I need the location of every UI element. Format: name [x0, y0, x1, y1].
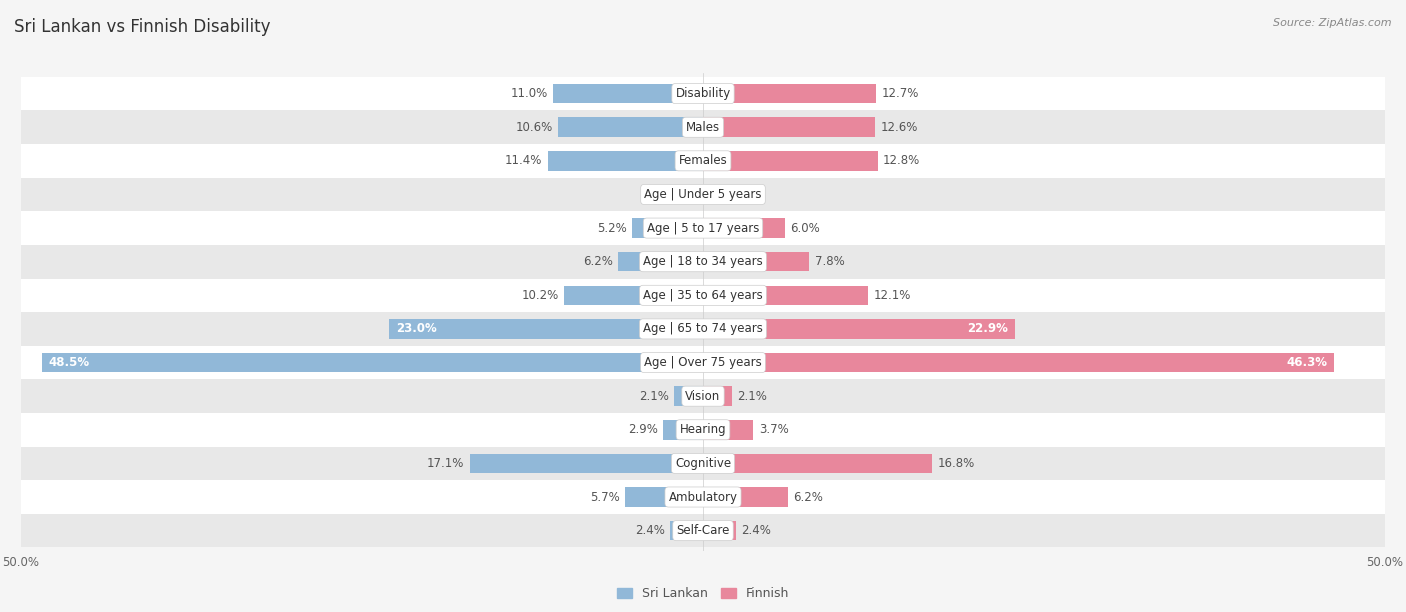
Bar	[553, 84, 703, 103]
Bar	[703, 218, 785, 238]
Text: Females: Females	[679, 154, 727, 167]
Text: 7.8%: 7.8%	[815, 255, 845, 268]
Bar	[703, 118, 875, 137]
Bar	[664, 420, 703, 439]
Text: 17.1%: 17.1%	[427, 457, 464, 470]
Text: Sri Lankan vs Finnish Disability: Sri Lankan vs Finnish Disability	[14, 18, 270, 36]
Text: 6.0%: 6.0%	[790, 222, 820, 234]
Bar	[21, 144, 1385, 177]
Bar	[21, 177, 1385, 211]
Bar	[21, 447, 1385, 480]
Bar	[703, 319, 1015, 338]
Bar	[703, 453, 932, 473]
Bar	[619, 252, 703, 272]
Bar	[21, 480, 1385, 514]
Text: 11.4%: 11.4%	[505, 154, 543, 167]
Text: Self-Care: Self-Care	[676, 524, 730, 537]
Bar	[21, 76, 1385, 110]
Bar	[21, 245, 1385, 278]
Text: 1.6%: 1.6%	[730, 188, 761, 201]
Text: 12.1%: 12.1%	[873, 289, 911, 302]
Text: Age | 35 to 64 years: Age | 35 to 64 years	[643, 289, 763, 302]
Bar	[703, 420, 754, 439]
Text: 48.5%: 48.5%	[48, 356, 90, 369]
Bar	[703, 252, 810, 272]
Bar	[703, 151, 877, 171]
Bar	[703, 353, 1334, 372]
Text: 12.7%: 12.7%	[882, 87, 920, 100]
Text: 11.0%: 11.0%	[510, 87, 547, 100]
Legend: Sri Lankan, Finnish: Sri Lankan, Finnish	[610, 581, 796, 606]
Bar	[42, 353, 703, 372]
Text: 6.2%: 6.2%	[583, 255, 613, 268]
Text: 2.1%: 2.1%	[737, 390, 766, 403]
Text: 12.6%: 12.6%	[880, 121, 918, 134]
Text: 23.0%: 23.0%	[396, 323, 437, 335]
Text: 16.8%: 16.8%	[938, 457, 974, 470]
Text: Hearing: Hearing	[679, 424, 727, 436]
Text: 46.3%: 46.3%	[1286, 356, 1327, 369]
Bar	[21, 211, 1385, 245]
Bar	[564, 286, 703, 305]
Text: Age | 18 to 34 years: Age | 18 to 34 years	[643, 255, 763, 268]
Text: Age | 65 to 74 years: Age | 65 to 74 years	[643, 323, 763, 335]
Bar	[558, 118, 703, 137]
Bar	[470, 453, 703, 473]
Text: Age | Over 75 years: Age | Over 75 years	[644, 356, 762, 369]
Bar	[703, 185, 725, 204]
Text: 2.9%: 2.9%	[628, 424, 658, 436]
Text: Age | Under 5 years: Age | Under 5 years	[644, 188, 762, 201]
Text: Cognitive: Cognitive	[675, 457, 731, 470]
Text: 6.2%: 6.2%	[793, 490, 823, 504]
Bar	[671, 521, 703, 540]
Bar	[703, 521, 735, 540]
Bar	[21, 379, 1385, 413]
Bar	[21, 346, 1385, 379]
Text: 10.2%: 10.2%	[522, 289, 558, 302]
Text: 10.6%: 10.6%	[516, 121, 553, 134]
Text: 2.4%: 2.4%	[741, 524, 770, 537]
Bar	[21, 278, 1385, 312]
Text: Ambulatory: Ambulatory	[668, 490, 738, 504]
Text: Vision: Vision	[685, 390, 721, 403]
Text: Males: Males	[686, 121, 720, 134]
Text: 5.7%: 5.7%	[591, 490, 620, 504]
Bar	[21, 413, 1385, 447]
Text: 2.1%: 2.1%	[640, 390, 669, 403]
Bar	[703, 84, 876, 103]
Bar	[21, 514, 1385, 548]
Text: Source: ZipAtlas.com: Source: ZipAtlas.com	[1274, 18, 1392, 28]
Text: 1.1%: 1.1%	[652, 188, 682, 201]
Bar	[675, 386, 703, 406]
Text: 5.2%: 5.2%	[598, 222, 627, 234]
Bar	[703, 487, 787, 507]
Text: Disability: Disability	[675, 87, 731, 100]
Text: 22.9%: 22.9%	[967, 323, 1008, 335]
Bar	[21, 312, 1385, 346]
Bar	[389, 319, 703, 338]
Text: 3.7%: 3.7%	[759, 424, 789, 436]
Bar	[633, 218, 703, 238]
Bar	[547, 151, 703, 171]
Bar	[703, 386, 731, 406]
Text: 12.8%: 12.8%	[883, 154, 921, 167]
Bar	[626, 487, 703, 507]
Bar	[688, 185, 703, 204]
Bar	[21, 110, 1385, 144]
Text: Age | 5 to 17 years: Age | 5 to 17 years	[647, 222, 759, 234]
Text: 2.4%: 2.4%	[636, 524, 665, 537]
Bar	[703, 286, 868, 305]
